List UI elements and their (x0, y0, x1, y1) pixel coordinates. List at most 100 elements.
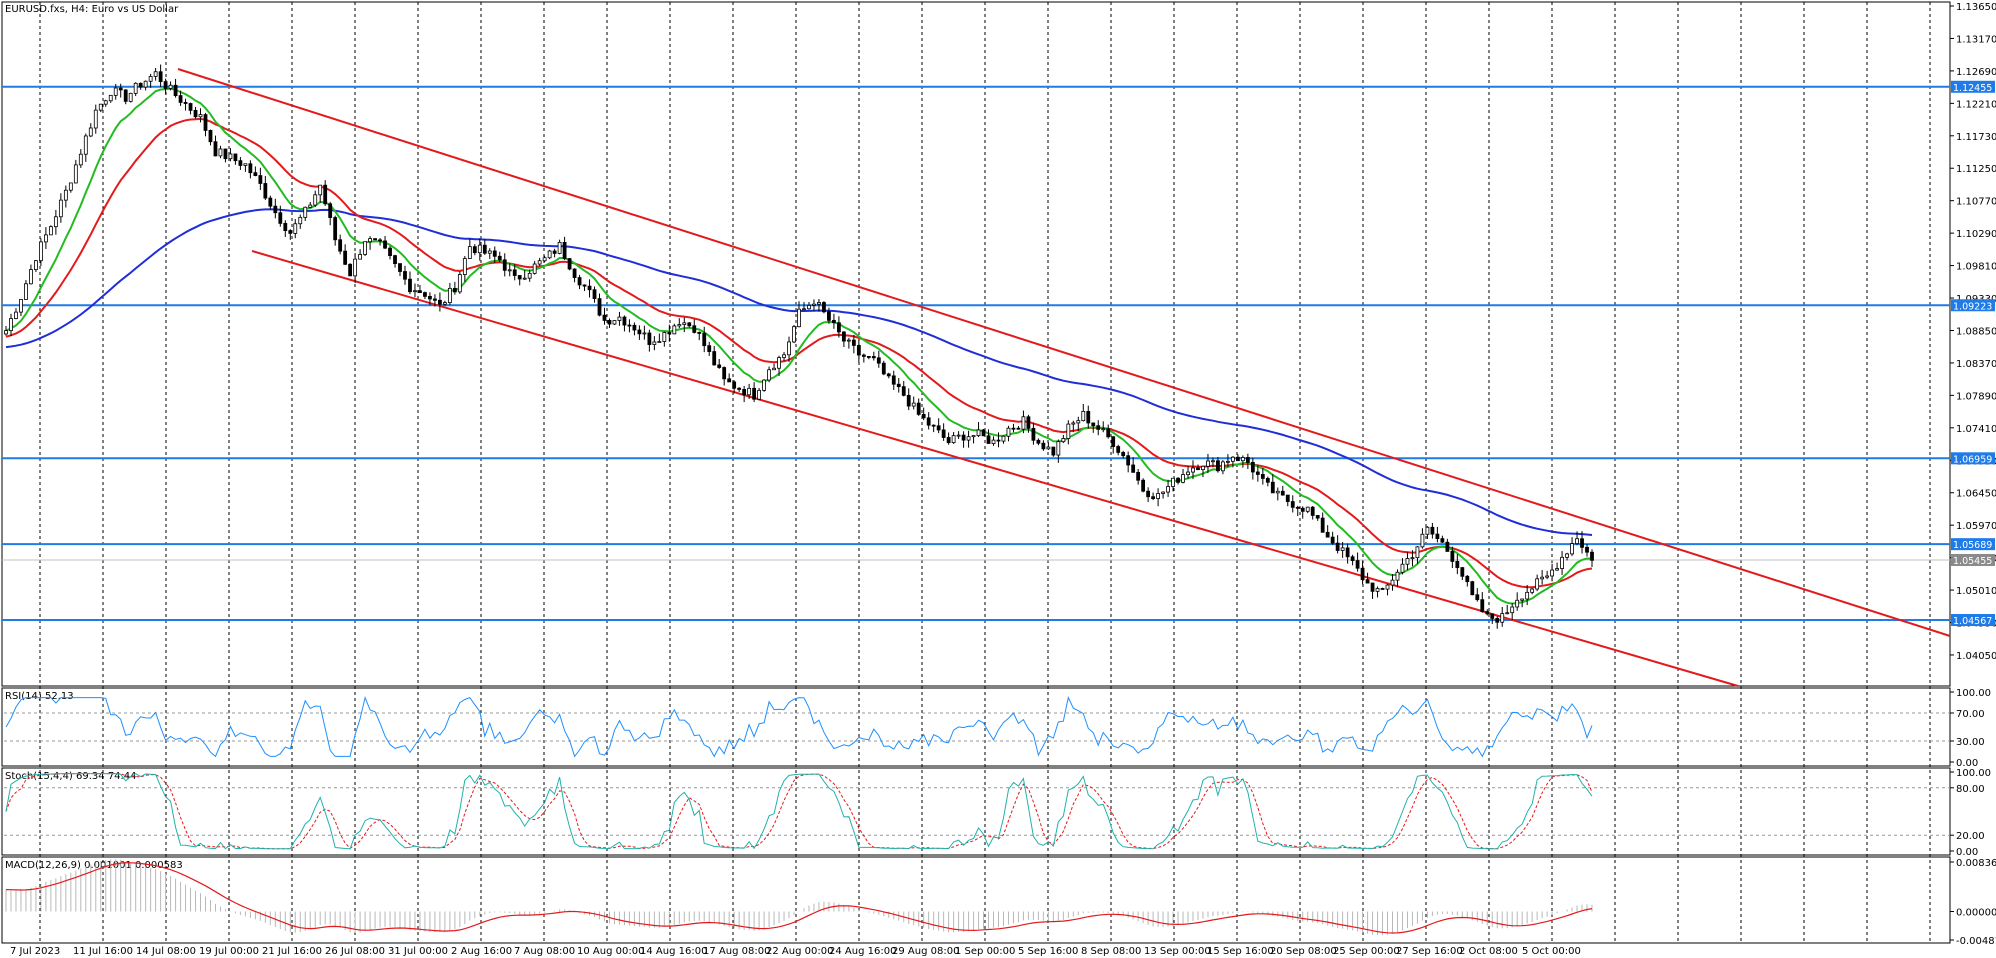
macd-panel[interactable]: MACD(12,26,9) 0.001001 0.000583 0.00836 0… (1, 856, 1996, 947)
candle-body (73, 164, 78, 184)
candle-body (1415, 546, 1420, 559)
candle-body (577, 277, 582, 286)
indicator-tick-label: 70.00 (1956, 709, 1985, 720)
candle-body (1550, 569, 1555, 577)
candle-body (168, 84, 173, 89)
candle-body (1355, 560, 1360, 569)
candle-body (1235, 456, 1240, 462)
time-tick-label: 26 Jul 08:00 (325, 946, 385, 957)
candle-body (333, 217, 338, 241)
candle-body (1565, 553, 1569, 558)
candle-body (747, 387, 752, 396)
candle-body (956, 434, 961, 437)
candle-body (1226, 460, 1230, 463)
candle-body (851, 339, 856, 346)
rsi-panel[interactable]: RSI(14) 52.13 100.00 70.00 30.00 0.00 (1, 687, 1991, 769)
price-tick-label: 1.11730 (1956, 132, 1996, 143)
candle-body (981, 429, 986, 437)
candle-body (652, 341, 657, 345)
candle-body (1430, 526, 1435, 535)
price-level-badge (1951, 80, 1995, 93)
price-tick-label: 1.12690 (1956, 67, 1996, 78)
candle-body (1365, 579, 1370, 584)
candle-body (1186, 471, 1190, 475)
candle-body (1001, 435, 1006, 442)
price-level-badge-label: 1.09223 (1953, 301, 1992, 312)
candle-body (936, 425, 941, 431)
time-tick-label: 2 Aug 16:00 (451, 946, 512, 957)
candle-body (318, 184, 323, 196)
price-tick-label: 1.13170 (1956, 34, 1996, 45)
horizontal-levels[interactable] (2, 85, 1950, 622)
candle-body (866, 356, 871, 358)
candle-body (1131, 464, 1136, 473)
descending-channel[interactable] (177, 68, 1951, 687)
candle-body (792, 326, 796, 343)
candle-body (338, 239, 343, 252)
candle-body (138, 82, 143, 88)
candle-body (1360, 567, 1365, 581)
candle-body (487, 250, 492, 254)
candle-body (1340, 547, 1345, 551)
candle-body (822, 302, 826, 313)
candle-body (1006, 427, 1011, 437)
candle-body (1345, 547, 1350, 558)
price-tick-label: 1.11250 (1956, 164, 1996, 175)
candle-body (1240, 457, 1245, 462)
candle-body (717, 364, 722, 368)
candle-body (143, 80, 148, 88)
candle-body (597, 298, 602, 316)
candle-body (1525, 591, 1530, 600)
price-panel[interactable]: EURUSD.fxs, H4: Euro vs US Dollar (1, 1, 1951, 687)
candle-body (4, 330, 8, 335)
stochastic-main-line (5, 773, 1593, 850)
time-tick-label: 8 Sep 08:00 (1081, 946, 1141, 957)
time-axis[interactable]: 7 Jul 2023 11 Jul 16:00 14 Jul 08:00 19 Jul… (10, 946, 1581, 957)
candle-body (557, 242, 562, 254)
candle-body (452, 287, 457, 293)
current-price-badge (1951, 553, 1995, 566)
rsi-panel-frame (1, 687, 1951, 767)
candle-body (971, 435, 976, 438)
candle-body (48, 226, 53, 236)
candle-body (911, 402, 916, 407)
candle-body (1285, 494, 1290, 502)
candle-body (1151, 496, 1156, 499)
candle-body (592, 289, 597, 300)
candle-body (951, 435, 956, 444)
candle-body (1505, 612, 1510, 615)
candle-body (343, 250, 348, 265)
candle-body (712, 351, 717, 366)
candle-body (737, 387, 742, 390)
candle-body (1420, 533, 1425, 548)
candle-body (742, 389, 747, 396)
candle-body (1041, 442, 1046, 450)
time-tick-label: 14 Aug 16:00 (640, 946, 707, 957)
candle-body (986, 435, 991, 444)
candle-body (433, 298, 437, 301)
price-tick-label: 1.12210 (1956, 99, 1996, 110)
price-tick-label: 1.08370 (1956, 359, 1996, 370)
candle-body (542, 257, 547, 262)
price-level-badge (1951, 538, 1995, 551)
candle-body (527, 272, 532, 279)
candle-body (622, 316, 627, 326)
candle-body (812, 303, 816, 306)
candle-body (398, 263, 402, 272)
candle-body (1310, 506, 1315, 516)
candle-body (946, 437, 951, 444)
candle-body (1111, 436, 1116, 447)
candle-body (158, 71, 163, 83)
candle-body (602, 314, 607, 321)
candle-body (1051, 446, 1056, 456)
candle-body (233, 153, 238, 162)
candle-body (213, 141, 218, 157)
stochastic-panel[interactable]: Stoch(15,4,4) 69.34 74.44 100.00 80.00 20.… (1, 767, 1991, 858)
symbol-title: EURUSD.fxs, H4: Euro vs US Dollar (5, 4, 179, 15)
stochastic-panel-frame (1, 767, 1951, 856)
candle-body (1156, 493, 1160, 499)
candle-body (1106, 428, 1111, 438)
candle-body (587, 285, 592, 291)
